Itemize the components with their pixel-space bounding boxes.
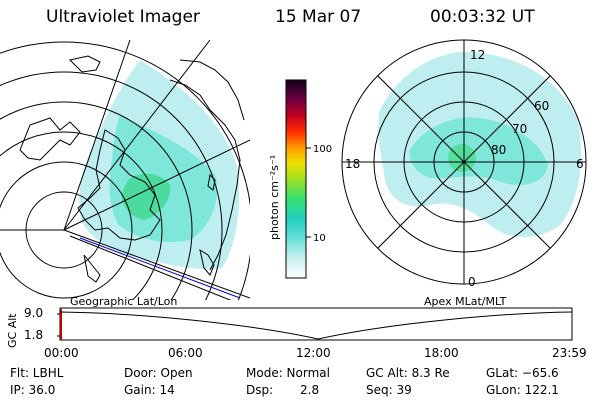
dsp-label: Dsp: — [246, 383, 274, 397]
glon-info: GLon: 122.1 — [486, 383, 559, 397]
geographic-map — [0, 40, 250, 300]
color-bar-unit: photon cm⁻²s⁻¹ — [268, 155, 281, 240]
left-map-title: Geographic Lat/Lon — [70, 295, 178, 308]
mlt-lines — [342, 40, 586, 284]
mlat-label-70: 70 — [512, 122, 527, 136]
dsp-value: 2.8 — [300, 383, 320, 397]
image-date: 15 Mar 07 — [275, 7, 362, 27]
timeline-xtick-0600: 06:00 — [168, 346, 203, 360]
glat-info: GLat: −65.6 — [486, 366, 559, 380]
color-bar-scale — [285, 79, 307, 279]
meridian-lines — [0, 40, 250, 299]
mlt-label-0: 0 — [468, 275, 476, 289]
mlat-label-60: 60 — [534, 99, 549, 113]
color-bar-label-10: 10 — [313, 233, 326, 244]
aurora-core-right — [448, 144, 476, 172]
aurora-band-right — [409, 117, 548, 185]
timeline-ytick-1-8: 1.8 — [24, 328, 44, 342]
gain-info: Gain: 14 — [124, 383, 175, 397]
ground-track-blue — [79, 237, 241, 299]
coastlines — [19, 55, 245, 283]
gc-altitude-curve — [59, 311, 573, 340]
altitude-timeline: GC Alt — [6, 307, 573, 348]
timeline-xtick-1800: 18:00 — [424, 346, 459, 360]
timeline-ytick-9: 9.0 — [24, 306, 44, 320]
aurora-core-left — [121, 173, 171, 220]
gc-alt-info: GC Alt: 8.3 Re — [366, 366, 450, 380]
timeline-axis-label: GC Alt — [6, 313, 19, 348]
timeline-xtick-1200: 12:00 — [296, 346, 331, 360]
seq-info: Seq: 39 — [366, 383, 412, 397]
latitude-circles — [0, 41, 250, 300]
instrument-title: Ultraviolet Imager — [46, 7, 200, 27]
image-time: 00:03:32 UT — [430, 7, 535, 27]
magnetic-polar-map: 12 18 6 0 60 70 80 — [341, 39, 587, 289]
mlt-label-18: 18 — [345, 157, 360, 171]
color-bar-label-100: 100 — [313, 144, 332, 155]
timeline-xtick-0000: 00:00 — [44, 346, 79, 360]
timeline-xtick-2359: 23:59 — [552, 346, 587, 360]
right-map-title: Apex MLat/MLT — [424, 295, 507, 308]
ground-track-black — [69, 235, 232, 300]
mlt-label-6: 6 — [576, 157, 584, 171]
door-info: Door: Open — [124, 366, 193, 380]
mode-info: Mode: Normal — [246, 366, 330, 380]
ip-info: IP: 36.0 — [10, 383, 56, 397]
mlat-label-80: 80 — [491, 143, 506, 157]
color-bar: 100 10 photon cm⁻²s⁻¹ — [268, 79, 332, 279]
mlt-label-12: 12 — [470, 48, 485, 62]
filter-info: Flt: LBHL — [10, 366, 64, 380]
timeline-frame — [59, 307, 573, 341]
